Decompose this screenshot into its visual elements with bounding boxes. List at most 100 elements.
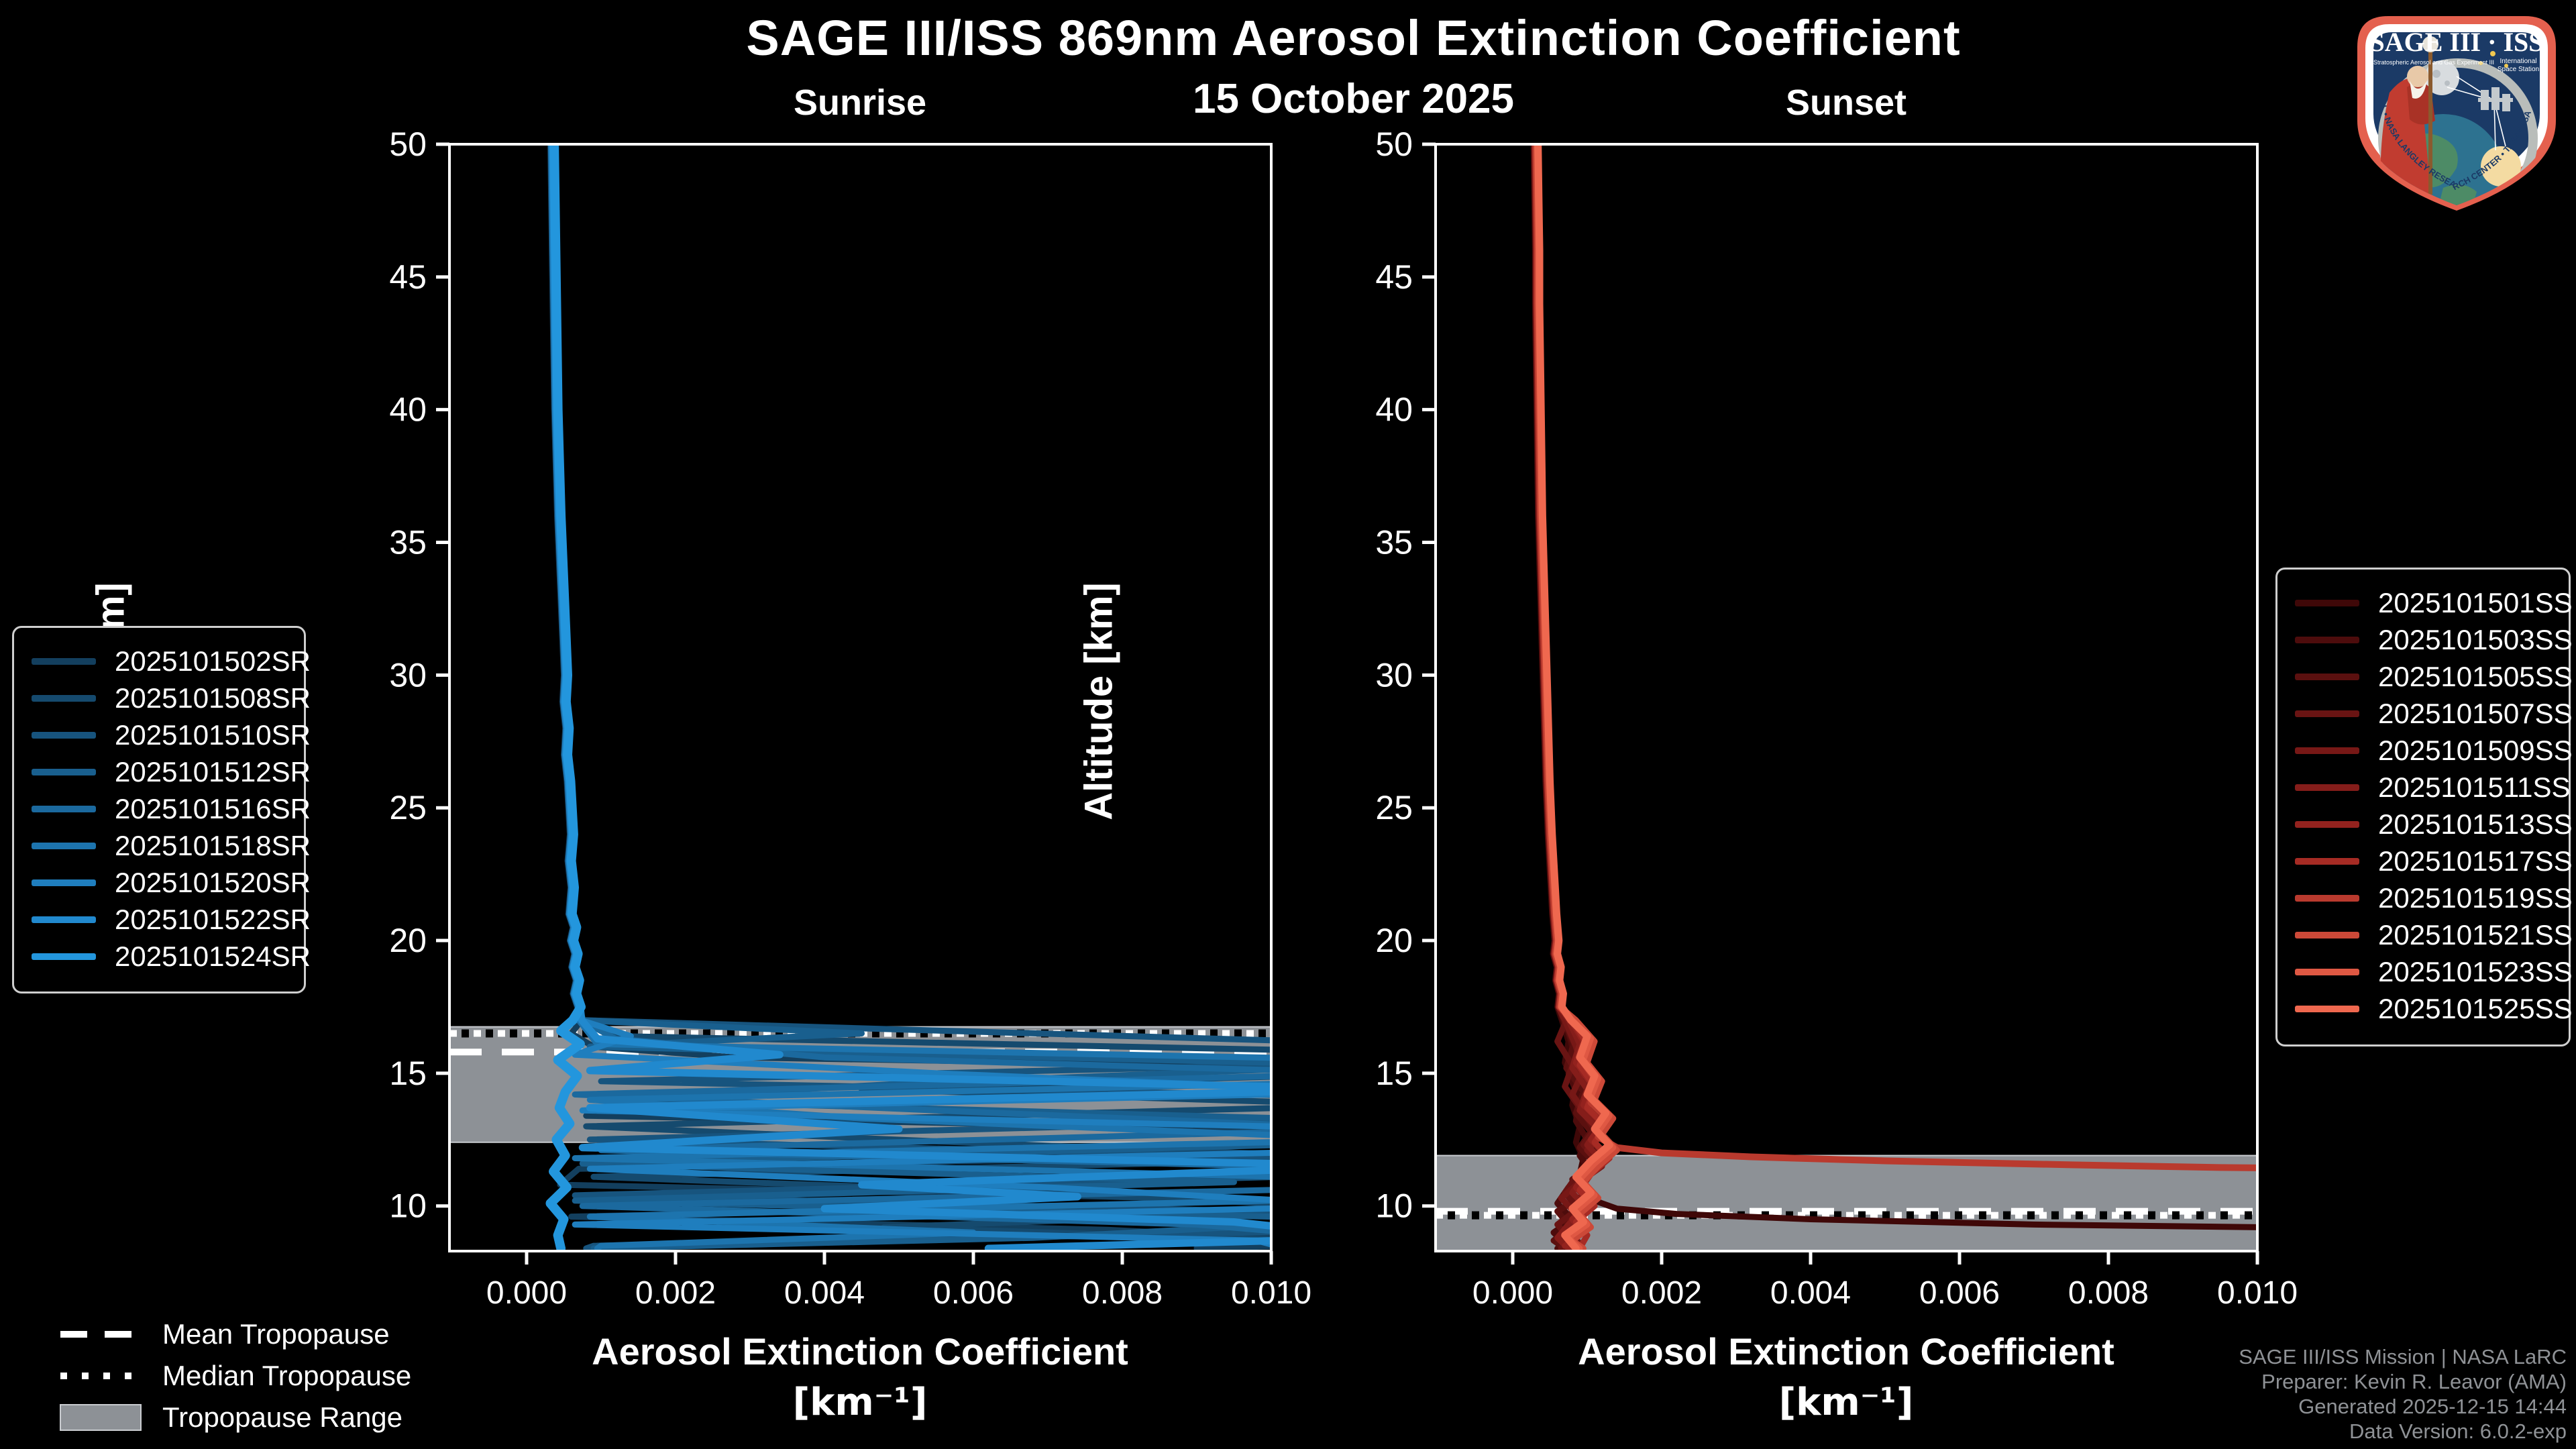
legend-item-2025101511SS: 2025101511SS — [2277, 769, 2571, 806]
legend-item-2025101503SS: 2025101503SS — [2277, 621, 2573, 658]
logo-subtitle-right-2: Space Station — [2498, 66, 2539, 73]
tropopause-legend-label: Tropopause Range — [162, 1401, 403, 1433]
legend-event-label: 2025101507SS — [2378, 697, 2573, 729]
logo-subtitle-right-1: International — [2500, 58, 2536, 65]
tropopause-legend-item-band: Tropopause Range — [59, 1397, 411, 1438]
panel-sunset: 0.000 0.002 0.004 0.006 0.008 0.010 50 45 40 35 30… — [1375, 125, 2298, 1311]
tropopause-legend-item-dashed: Mean Tropopause — [59, 1313, 411, 1355]
legend-item-2025101523SS: 2025101523SS — [2277, 953, 2573, 990]
legend-color-swatch — [2295, 968, 2359, 975]
y-axis-label-sunset: Altitude [km] — [1077, 582, 1121, 820]
legend-item-2025101519SS: 2025101519SS — [2277, 879, 2573, 916]
x-tick-label: 0.010 — [1231, 1275, 1311, 1311]
page-title: SAGE III/ISS 869nm Aerosol Extinction Co… — [746, 10, 1961, 66]
legend-event-label: 2025101502SR — [115, 645, 311, 677]
legend-event-label: 2025101525SS — [2378, 992, 2573, 1024]
date-subtitle: 15 October 2025 — [1192, 76, 1515, 122]
legend-item-2025101522SR: 2025101522SR — [14, 901, 311, 938]
iss-icon — [2478, 87, 2513, 111]
y-tick-label: 50 — [389, 125, 427, 163]
x-axis-unit-sunset: [km⁻¹] — [1778, 1381, 1914, 1424]
earth-continent-south — [2436, 184, 2477, 205]
legend-item-2025101518SR: 2025101518SR — [14, 827, 311, 864]
sun-icon — [2481, 146, 2521, 186]
tropopause-legend: Mean Tropopause Median Tropopause Tropopau… — [59, 1313, 411, 1438]
tropopause-legend-label: Mean Tropopause — [162, 1318, 390, 1350]
legend-color-swatch — [32, 694, 96, 702]
profile-line-2025101501SS — [1530, 144, 2257, 1230]
dotted-swatch-icon — [60, 1373, 141, 1379]
legend-color-swatch — [2295, 747, 2359, 754]
legend-sunrise-events: 2025101502SR 2025101508SR 2025101510SR 2025… — [12, 626, 311, 994]
legend-color-swatch — [32, 657, 96, 665]
legend-event-label: 2025101503SS — [2378, 623, 2573, 655]
legend-sunset-events: 2025101501SS 2025101503SS 2025101505SS 2025… — [2275, 568, 2573, 1046]
y-tick-label: 25 — [1375, 789, 1413, 826]
logo-subtitle-left: Stratospheric Aerosol and Gas Experiment… — [2373, 59, 2494, 66]
legend-item-2025101509SS: 2025101509SS — [2277, 732, 2573, 769]
legend-color-swatch — [2295, 710, 2359, 717]
y-tick-label: 10 — [389, 1187, 427, 1225]
x-tick-label: 0.002 — [635, 1275, 716, 1311]
legend-event-label: 2025101513SS — [2378, 808, 2573, 840]
legend-event-label: 2025101517SS — [2378, 845, 2573, 877]
legend-event-label: 2025101521SS — [2378, 918, 2573, 951]
footer-version-line: Data Version: 6.0.2-exp — [2349, 1419, 2567, 1443]
legend-item-2025101517SS: 2025101517SS — [2277, 843, 2573, 879]
x-tick-label: 0.002 — [1621, 1275, 1702, 1311]
legend-color-swatch — [2295, 636, 2359, 643]
legend-item-2025101516SR: 2025101516SR — [14, 790, 311, 827]
legend-event-label: 2025101509SS — [2378, 734, 2573, 766]
logo-title: SAGE III · ISS — [2369, 27, 2543, 57]
legend-item-2025101507SS: 2025101507SS — [2277, 695, 2573, 732]
y-tick-label: 30 — [1375, 656, 1413, 694]
legend-item-2025101525SS: 2025101525SS — [2277, 990, 2573, 1027]
legend-item-2025101512SR: 2025101512SR — [14, 753, 311, 790]
plot-spines — [1434, 143, 2259, 1252]
y-tick-label: 40 — [389, 391, 427, 429]
x-tick-label: 0.000 — [486, 1275, 567, 1311]
x-tick-label: 0.004 — [1770, 1275, 1851, 1311]
legend-event-label: 2025101510SR — [115, 718, 311, 751]
moon-crater — [2432, 70, 2440, 78]
footer-preparer-line: Preparer: Kevin R. Leavor (AMA) — [2261, 1370, 2567, 1393]
y-tick-label: 45 — [389, 258, 427, 296]
legend-item-2025101505SS: 2025101505SS — [2277, 658, 2573, 695]
tropopause-legend-item-dotted: Median Tropopause — [59, 1355, 411, 1397]
band-swatch-icon — [60, 1404, 142, 1431]
x-tick-label: 0.004 — [784, 1275, 865, 1311]
legend-color-swatch — [2295, 784, 2359, 791]
legend-event-label: 2025101524SR — [115, 940, 311, 972]
x-axis-unit-sunrise: [km⁻¹] — [792, 1381, 928, 1424]
x-tick-label: 0.008 — [2068, 1275, 2149, 1311]
legend-color-swatch — [32, 768, 96, 775]
y-tick-label: 50 — [1375, 125, 1413, 163]
legend-event-label: 2025101512SR — [115, 755, 311, 788]
profile-line-2025101524SR — [545, 144, 586, 1251]
panel-title-sunrise: Sunrise — [793, 83, 927, 123]
y-tick-label: 20 — [1375, 922, 1413, 959]
plot-footer-credits: SAGE III/ISS Mission | NASA LaRC Prepare… — [2239, 1344, 2567, 1444]
footer-generated-line: Generated 2025-12-15 14:44 — [2298, 1395, 2567, 1418]
profile-line-2025101519SS — [1532, 144, 2257, 1171]
legend-color-swatch — [2295, 857, 2359, 865]
legend-item-2025101510SR: 2025101510SR — [14, 716, 311, 753]
legend-item-2025101513SS: 2025101513SS — [2277, 806, 2573, 843]
legend-event-label: 2025101505SS — [2378, 660, 2573, 692]
legend-color-swatch — [2295, 1005, 2359, 1012]
legend-event-label: 2025101520SR — [115, 866, 311, 898]
legend-event-label: 2025101518SR — [115, 829, 311, 861]
x-tick-label: 0.008 — [1082, 1275, 1163, 1311]
x-tick-label: 0.006 — [1919, 1275, 2000, 1311]
y-tick-label: 35 — [389, 524, 427, 561]
y-tick-label: 15 — [1375, 1055, 1413, 1092]
moon-icon — [2424, 60, 2459, 95]
x-tick-label: 0.000 — [1472, 1275, 1553, 1311]
legend-color-swatch — [32, 879, 96, 886]
y-tick-label: 20 — [389, 922, 427, 959]
stars — [2479, 51, 2508, 68]
legend-event-label: 2025101508SR — [115, 682, 311, 714]
sage-iii-iss-mission-patch-logo: SAGE III · ISS Stratospheric Aerosol and… — [2357, 16, 2556, 211]
